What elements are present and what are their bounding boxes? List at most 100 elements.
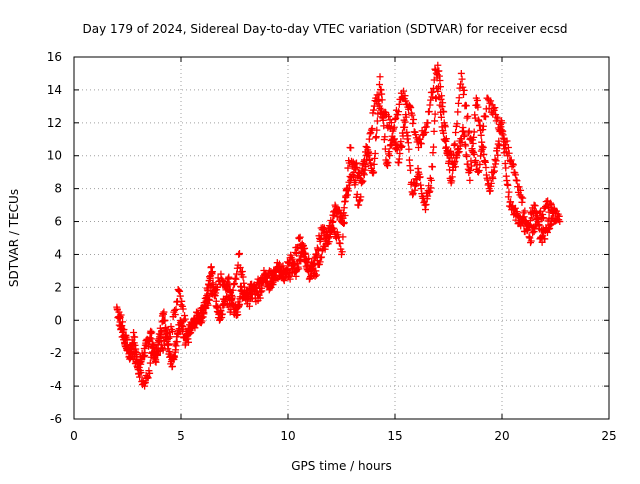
- data-point: [431, 117, 439, 125]
- data-point: [534, 218, 542, 226]
- data-point: [196, 314, 204, 322]
- data-point: [392, 114, 400, 122]
- data-point: [365, 148, 373, 156]
- data-point: [407, 166, 415, 174]
- y-tick-label: 16: [47, 50, 62, 64]
- data-point: [313, 271, 321, 279]
- y-tick-label: 6: [54, 215, 62, 229]
- data-point: [297, 241, 305, 249]
- data-point: [437, 108, 445, 116]
- data-point: [432, 66, 440, 74]
- data-point: [330, 224, 338, 232]
- data-point: [449, 160, 457, 168]
- data-point: [467, 134, 475, 142]
- data-point: [543, 229, 551, 237]
- data-point: [225, 273, 233, 281]
- data-point: [124, 344, 132, 351]
- data-point: [403, 128, 411, 136]
- data-point: [353, 190, 361, 198]
- data-point: [515, 183, 523, 191]
- data-point: [519, 194, 527, 202]
- data-point: [240, 283, 248, 291]
- data-point: [401, 92, 409, 100]
- data-point: [152, 358, 160, 366]
- data-point: [251, 290, 259, 298]
- data-markers: [113, 61, 564, 390]
- data-point: [512, 171, 520, 179]
- data-point: [219, 301, 227, 309]
- data-point: [118, 322, 126, 330]
- data-point: [467, 136, 475, 144]
- data-point: [144, 374, 152, 382]
- data-point: [527, 237, 535, 245]
- data-point: [370, 106, 378, 114]
- data-point: [360, 171, 368, 179]
- data-point: [171, 353, 179, 361]
- data-point: [455, 94, 463, 102]
- data-point: [524, 220, 532, 228]
- data-point: [266, 277, 274, 285]
- data-point: [316, 258, 324, 266]
- data-point: [402, 113, 410, 121]
- data-point: [432, 94, 440, 102]
- data-point: [196, 317, 204, 325]
- data-point: [384, 159, 392, 167]
- data-point: [204, 301, 212, 309]
- data-point: [433, 74, 441, 82]
- data-point: [280, 277, 288, 285]
- data-point: [521, 207, 529, 215]
- data-point: [373, 91, 381, 99]
- data-point: [491, 167, 499, 175]
- data-point: [376, 73, 384, 81]
- y-tick-label: -6: [50, 412, 62, 426]
- data-point: [219, 277, 227, 285]
- data-point: [492, 157, 500, 165]
- data-point: [168, 328, 176, 336]
- data-point: [458, 75, 466, 83]
- data-point: [318, 253, 326, 261]
- data-point: [513, 177, 521, 185]
- data-point: [494, 151, 502, 159]
- data-point: [355, 201, 363, 209]
- data-point: [136, 373, 144, 381]
- data-point: [375, 81, 383, 89]
- data-point: [518, 198, 526, 206]
- data-point: [461, 131, 469, 139]
- data-point: [527, 239, 535, 247]
- data-point: [342, 186, 350, 194]
- data-point: [376, 104, 384, 112]
- data-point: [412, 131, 420, 139]
- x-axis-label: GPS time / hours: [291, 459, 392, 473]
- data-point: [339, 233, 347, 241]
- x-tick-label: 10: [280, 429, 295, 443]
- data-point: [373, 117, 381, 125]
- data-point: [466, 176, 474, 184]
- data-point: [539, 210, 547, 218]
- data-point: [360, 169, 368, 177]
- data-point: [454, 108, 462, 116]
- data-point: [239, 273, 247, 281]
- data-point: [312, 267, 320, 275]
- data-point: [352, 176, 360, 184]
- data-point: [547, 200, 555, 208]
- data-point: [468, 162, 476, 170]
- x-tick-label: 0: [70, 429, 78, 443]
- data-point: [228, 293, 236, 301]
- data-point: [434, 87, 442, 95]
- data-point: [427, 184, 435, 192]
- data-point: [146, 359, 154, 367]
- data-point: [119, 318, 127, 326]
- data-point: [525, 233, 533, 241]
- data-point: [200, 310, 208, 318]
- data-point: [479, 143, 487, 151]
- data-point: [221, 283, 229, 291]
- data-point: [325, 222, 333, 230]
- data-point: [394, 111, 402, 119]
- data-point: [180, 317, 188, 325]
- data-point: [288, 269, 296, 277]
- data-point: [446, 154, 454, 162]
- data-point: [539, 214, 547, 222]
- data-point: [502, 164, 510, 172]
- data-point: [308, 258, 316, 266]
- data-point: [441, 136, 449, 144]
